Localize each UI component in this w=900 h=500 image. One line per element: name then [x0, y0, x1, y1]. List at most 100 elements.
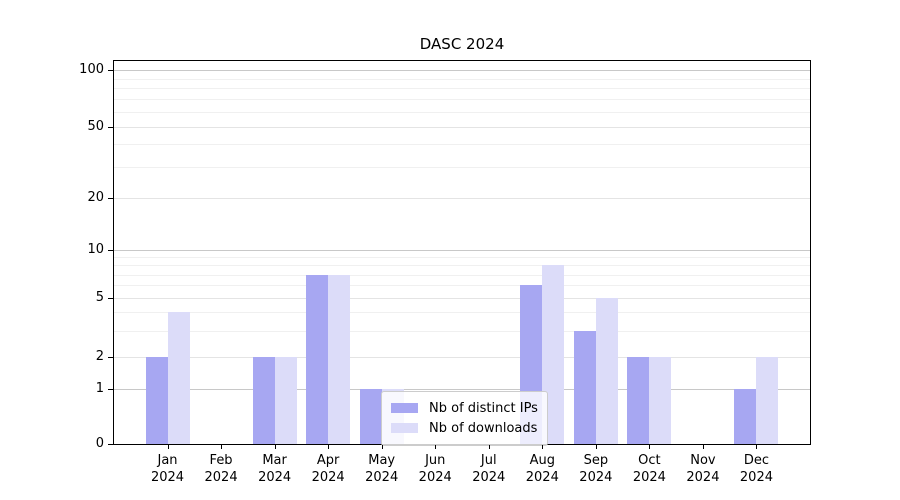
x-tick-year: 2024 [204, 470, 238, 485]
x-tick-mark [488, 445, 490, 449]
x-tick-label: Oct 2024 [614, 452, 684, 486]
y-tick-label: 0 [95, 435, 104, 451]
y-tick-label: 10 [87, 242, 104, 257]
y-tick-label: 2 [95, 349, 104, 364]
x-tick-label: Jan 2024 [133, 452, 203, 486]
y-tick-label: 20 [87, 190, 104, 205]
x-tick-month: Oct [638, 453, 661, 468]
y-tick-label: 50 [87, 119, 104, 134]
x-tick-year: 2024 [311, 470, 345, 485]
x-tick-month: Jun [425, 453, 446, 468]
x-tick-mark [595, 445, 597, 449]
x-tick-mark [435, 445, 437, 449]
gridline-minor [114, 265, 810, 267]
x-tick-year: 2024 [258, 470, 292, 485]
gridline-minor [114, 285, 810, 287]
x-tick-label: Aug 2024 [507, 452, 577, 486]
chart-title: DASC 2024 [419, 35, 505, 53]
x-tick-mark [702, 445, 704, 449]
bar-distinct-ips [145, 357, 168, 444]
gridline-sub [114, 357, 810, 358]
y-tick-mark [108, 70, 113, 71]
x-tick-mark [756, 445, 758, 449]
x-tick-mark [542, 445, 544, 449]
y-tick-mark [108, 389, 113, 390]
y-tick-mark [108, 357, 113, 358]
legend-item-downloads: Nb of downloads [391, 418, 538, 438]
legend-item-distinct-ips: Nb of distinct IPs [391, 398, 538, 418]
x-tick-year: 2024 [686, 470, 720, 485]
x-tick-year: 2024 [739, 470, 773, 485]
x-tick-month: Apr [316, 453, 340, 468]
x-tick-mark [328, 445, 330, 449]
x-tick-label: Jul 2024 [454, 452, 524, 486]
gridline-minor [114, 78, 810, 80]
gridline-sub [114, 298, 810, 299]
legend-swatch-downloads [391, 423, 418, 433]
x-tick-label: Sep 2024 [561, 452, 631, 486]
bar-downloads [167, 312, 190, 444]
gridline-minor [114, 257, 810, 259]
y-tick-mark [108, 127, 113, 128]
plot-area: Nb of distinct IPs Nb of downloads [113, 60, 811, 446]
bar-downloads [756, 357, 779, 444]
gridline-minor [114, 330, 810, 332]
gridline-sub [114, 198, 810, 199]
x-tick-month: Jul [480, 453, 497, 468]
bar-distinct-ips [573, 330, 596, 444]
x-tick-mark [274, 445, 276, 449]
x-tick-mark [649, 445, 651, 449]
x-tick-mark [221, 445, 223, 449]
x-tick-label: May 2024 [347, 452, 417, 486]
bar-downloads [595, 298, 618, 444]
x-tick-month: Feb [209, 453, 233, 468]
bar-downloads [649, 357, 672, 444]
legend-swatch-distinct-ips [391, 403, 418, 413]
y-tick-mark [108, 443, 113, 445]
bar-downloads [274, 357, 297, 444]
gridline-minor [114, 112, 810, 113]
y-tick-label: 100 [79, 62, 104, 77]
x-tick-year: 2024 [472, 470, 506, 485]
gridline-sub [114, 127, 810, 128]
gridline-minor [114, 99, 810, 101]
x-tick-label: Mar 2024 [240, 452, 310, 486]
legend-label-distinct-ips: Nb of distinct IPs [429, 400, 538, 416]
x-tick-label: Apr 2024 [293, 452, 363, 486]
x-tick-year: 2024 [150, 470, 185, 485]
x-tick-month: Sep [583, 453, 609, 468]
x-tick-label: Jun 2024 [400, 452, 470, 486]
y-tick-label: 5 [95, 290, 104, 305]
x-tick-mark [167, 445, 169, 449]
legend: Nb of distinct IPs Nb of downloads [381, 391, 548, 446]
x-tick-mark [381, 445, 383, 449]
gridline-major [114, 70, 810, 71]
x-tick-year: 2024 [365, 470, 399, 485]
gridline-minor [114, 144, 810, 146]
bar-distinct-ips [306, 274, 329, 444]
x-tick-year: 2024 [525, 470, 559, 485]
x-tick-month: Mar [262, 453, 287, 468]
bar-distinct-ips [627, 357, 650, 444]
x-tick-year: 2024 [418, 470, 452, 485]
y-tick-label: 1 [95, 381, 104, 396]
y-tick-mark [108, 198, 113, 199]
y-tick-mark [108, 250, 113, 251]
x-tick-month: Jan [157, 453, 178, 468]
x-tick-year: 2024 [579, 470, 613, 485]
y-tick-mark [108, 298, 113, 299]
x-tick-label: Nov 2024 [668, 452, 738, 486]
x-tick-year: 2024 [632, 470, 666, 485]
legend-label-downloads: Nb of downloads [429, 420, 538, 436]
x-tick-month: Dec [743, 453, 770, 468]
bar-distinct-ips [359, 389, 382, 444]
gridline-minor [114, 312, 810, 314]
x-tick-month: May [368, 453, 396, 468]
x-tick-month: Nov [690, 453, 716, 468]
gridline-major [114, 389, 810, 390]
gridline-minor [114, 274, 810, 276]
gridline-major [114, 250, 810, 251]
bar-distinct-ips [734, 389, 757, 444]
gridline-minor [114, 166, 810, 168]
